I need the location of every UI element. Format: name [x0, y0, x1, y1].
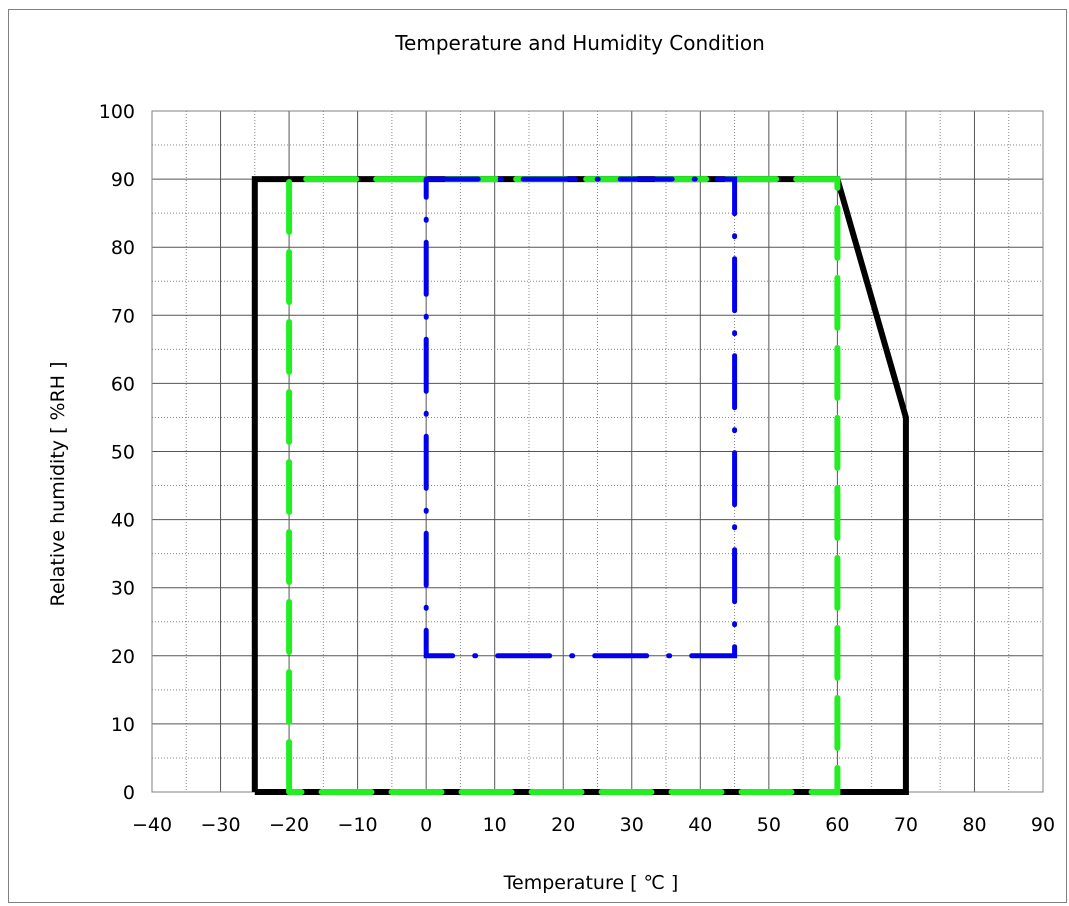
x-tick-label: 20	[551, 814, 575, 836]
x-tick-label: −30	[200, 814, 240, 836]
series-line-3	[423, 176, 738, 659]
y-tick-label: 0	[123, 782, 135, 804]
x-tick-label: 60	[825, 814, 849, 836]
series-line-2	[286, 176, 841, 795]
y-tick-label: 40	[111, 510, 135, 532]
y-tick-label: 70	[111, 305, 135, 327]
y-tick-label: 30	[111, 578, 135, 600]
y-tick-label: 20	[111, 646, 135, 668]
y-tick-label: 10	[111, 714, 135, 736]
x-tick-label: −40	[132, 814, 172, 836]
x-tick-label: 0	[420, 814, 432, 836]
y-tick-label: 100	[99, 101, 135, 123]
x-tick-label: 90	[1031, 814, 1055, 836]
x-tick-label: 50	[757, 814, 781, 836]
x-tick-label: −20	[269, 814, 309, 836]
x-tick-label: 30	[620, 814, 644, 836]
series-layer	[251, 176, 909, 795]
y-tick-label: 60	[111, 373, 135, 395]
x-tick-label: 40	[688, 814, 712, 836]
x-tick-label: 10	[483, 814, 507, 836]
chart-frame	[8, 9, 1067, 903]
grid	[151, 110, 1044, 793]
tick-labels: −40 −30 −20 −10 0 10 20 30 40 50 60 70 80 90 0 10 20 30 40…	[99, 101, 1055, 836]
y-tick-label: 80	[111, 237, 135, 259]
y-tick-label: 50	[111, 442, 135, 464]
y-axis-label: Relative humidity [ %RH ]	[47, 361, 69, 606]
x-tick-label: −10	[338, 814, 378, 836]
series-line-1	[251, 176, 909, 795]
x-axis-label: Temperature [ ℃ ]	[503, 872, 679, 894]
x-tick-label: 80	[962, 814, 986, 836]
x-tick-label: 70	[894, 814, 918, 836]
chart-title: Temperature and Humidity Condition	[394, 31, 765, 55]
y-tick-label: 90	[111, 169, 135, 191]
